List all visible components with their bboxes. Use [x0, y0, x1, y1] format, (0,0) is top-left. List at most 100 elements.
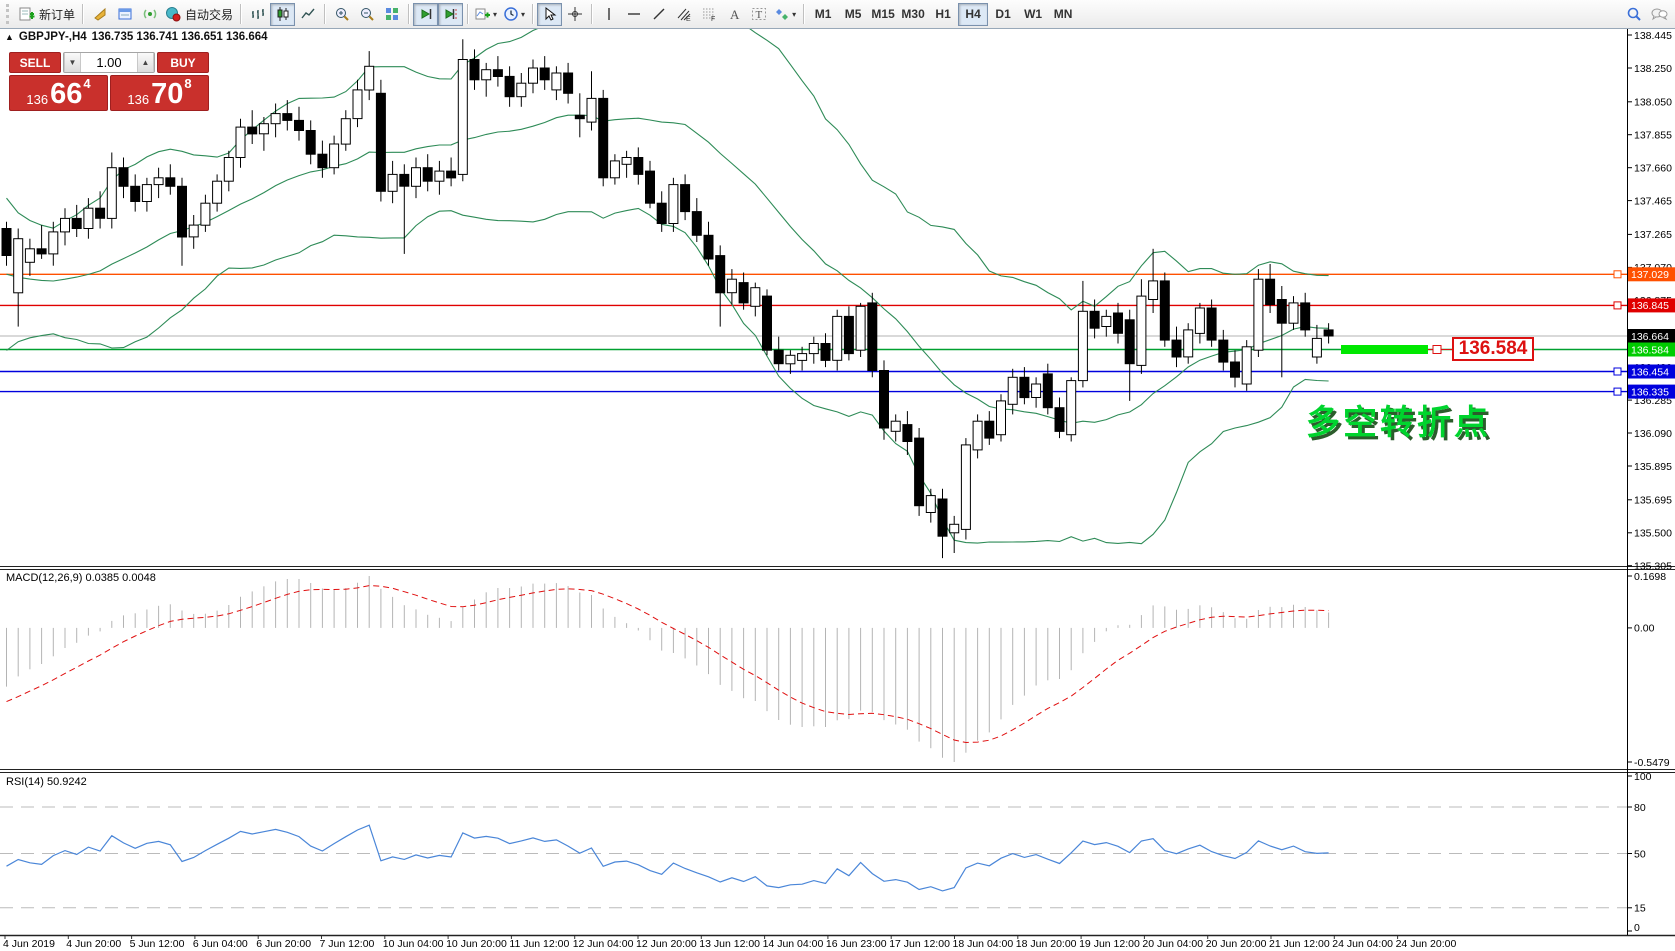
timeframe-w1-button[interactable]: W1 [1018, 3, 1048, 26]
svg-text:137.465: 137.465 [1634, 195, 1672, 207]
timeframe-m1-button[interactable]: M1 [808, 3, 838, 26]
timeframe-m5-button[interactable]: M5 [838, 3, 868, 26]
candlestick-chart-mode-button[interactable] [270, 2, 296, 26]
collapse-panel-icon[interactable]: ▲ [5, 32, 14, 42]
crosshair-button[interactable] [562, 3, 587, 26]
svg-text:12 Jun 04:00: 12 Jun 04:00 [573, 938, 634, 950]
svg-text:12 Jun 20:00: 12 Jun 20:00 [636, 938, 697, 950]
bar-chart-icon [250, 6, 266, 22]
toolbar-separator [532, 4, 534, 24]
zoom-in-icon [334, 6, 350, 22]
timeframe-d1-button[interactable]: D1 [988, 3, 1018, 26]
text-button[interactable]: A [721, 3, 746, 26]
svg-text:20 Jun 20:00: 20 Jun 20:00 [1206, 938, 1267, 950]
volume-input[interactable] [81, 53, 137, 72]
timeframe-h4-button[interactable]: H4 [958, 2, 989, 26]
svg-text:136.845: 136.845 [1631, 300, 1669, 312]
profile-cone-icon [92, 6, 108, 22]
line-chart-mode-button[interactable] [295, 3, 320, 26]
trendline-icon [651, 6, 667, 22]
equidistant-channel-button[interactable]: E [671, 3, 696, 26]
sell-button[interactable]: SELL [9, 52, 61, 73]
bar-chart-mode-button[interactable] [245, 3, 270, 26]
rsi-indicator-label: RSI(14) 50.9242 [6, 776, 87, 788]
autotrading-button[interactable]: 自动交易 [162, 3, 236, 26]
svg-text:T: T [755, 9, 762, 21]
symbol-period-label: GBPJPY-,H4 [18, 31, 87, 43]
fibonacci-icon: F [701, 6, 717, 22]
toolbar-separator [240, 4, 242, 24]
volume-decrease-button[interactable]: ▼ [64, 53, 81, 72]
svg-text:6 Jun 20:00: 6 Jun 20:00 [256, 938, 311, 950]
text-icon: A [726, 6, 742, 22]
svg-text:5 Jun 12:00: 5 Jun 12:00 [130, 938, 185, 950]
fibonacci-button[interactable]: F [696, 3, 721, 26]
autotrading-icon [165, 6, 181, 22]
svg-text:21 Jun 12:00: 21 Jun 12:00 [1269, 938, 1330, 950]
toolbar-separator [591, 4, 593, 24]
sell-price-big: 66 [50, 78, 83, 111]
horizontal-line-button[interactable] [621, 3, 646, 26]
crosshair-icon [567, 6, 583, 22]
shapes-button[interactable]: ▾ [771, 3, 799, 26]
cursor-button[interactable] [537, 2, 563, 26]
shapes-caret-icon: ▾ [792, 9, 797, 19]
svg-text:24 Jun 04:00: 24 Jun 04:00 [1332, 938, 1393, 950]
auto-scroll-button[interactable] [413, 2, 439, 26]
candlestick-chart-icon [275, 6, 291, 22]
svg-text:138.445: 138.445 [1634, 30, 1672, 42]
toolbar-separator [803, 4, 805, 24]
shapes-icon [774, 6, 790, 22]
chat-button[interactable] [1646, 3, 1671, 26]
svg-text:100: 100 [1634, 771, 1652, 783]
auto-scroll-icon [418, 6, 434, 22]
indicators-button[interactable]: ▾ [472, 3, 500, 26]
indicators-caret-icon: ▾ [493, 9, 498, 19]
price-callout[interactable]: 136.584 [1452, 337, 1534, 361]
market-watch-button[interactable] [112, 3, 137, 26]
timeframe-m30-button[interactable]: M30 [898, 3, 928, 26]
zoom-in-button[interactable] [329, 3, 354, 26]
volume-increase-button[interactable]: ▲ [137, 53, 154, 72]
zoom-out-button[interactable] [354, 3, 379, 26]
buy-price-button[interactable]: 136 70 8 [110, 75, 209, 111]
sell-price-button[interactable]: 136 66 4 [9, 75, 108, 111]
tile-windows-button[interactable] [379, 3, 404, 26]
timeframe-h1-button[interactable]: H1 [928, 3, 958, 26]
svg-text:A: A [730, 7, 740, 22]
buy-button[interactable]: BUY [157, 52, 209, 73]
periods-button[interactable]: ▾ [500, 3, 528, 26]
vertical-line-button[interactable] [596, 3, 621, 26]
turning-point-annotation[interactable]: 多空转折点 [1306, 404, 1491, 442]
chart-shift-button[interactable] [438, 2, 464, 26]
svg-text:6 Jun 04:00: 6 Jun 04:00 [193, 938, 248, 950]
broadcast-icon [142, 6, 158, 22]
buy-price-base: 136 [127, 91, 150, 107]
search-button[interactable] [1621, 3, 1646, 26]
svg-text:136.454: 136.454 [1631, 366, 1669, 378]
timeframe-mn-button[interactable]: MN [1048, 3, 1078, 26]
signals-button[interactable] [137, 3, 162, 26]
svg-text:135.305: 135.305 [1634, 561, 1672, 573]
timeframe-m15-button[interactable]: M15 [868, 3, 898, 26]
svg-text:14 Jun 04:00: 14 Jun 04:00 [763, 938, 824, 950]
text-label-button[interactable]: T [746, 3, 771, 26]
one-click-trading-panel: SELL ▼ ▲ BUY 136 66 4 136 70 8 [9, 52, 209, 111]
new-order-icon [19, 6, 35, 22]
add-indicator-icon [475, 6, 491, 22]
chart-title: ▲ GBPJPY-,H4 136.735 136.741 136.651 136… [5, 31, 268, 43]
svg-text:137.660: 137.660 [1634, 163, 1672, 175]
svg-text:24 Jun 20:00: 24 Jun 20:00 [1396, 938, 1457, 950]
horizontal-line-icon [626, 6, 642, 22]
periods-caret-icon: ▾ [521, 9, 526, 19]
svg-text:137.855: 137.855 [1634, 130, 1672, 142]
chart-shift-icon [443, 6, 459, 22]
profile-button[interactable] [87, 3, 112, 26]
channel-icon: E [676, 6, 692, 22]
new-order-button[interactable]: 新订单 [16, 3, 78, 26]
trendline-button[interactable] [646, 3, 671, 26]
toolbar-separator [467, 4, 469, 24]
svg-text:0.1698: 0.1698 [1634, 571, 1666, 583]
svg-text:10 Jun 20:00: 10 Jun 20:00 [446, 938, 507, 950]
